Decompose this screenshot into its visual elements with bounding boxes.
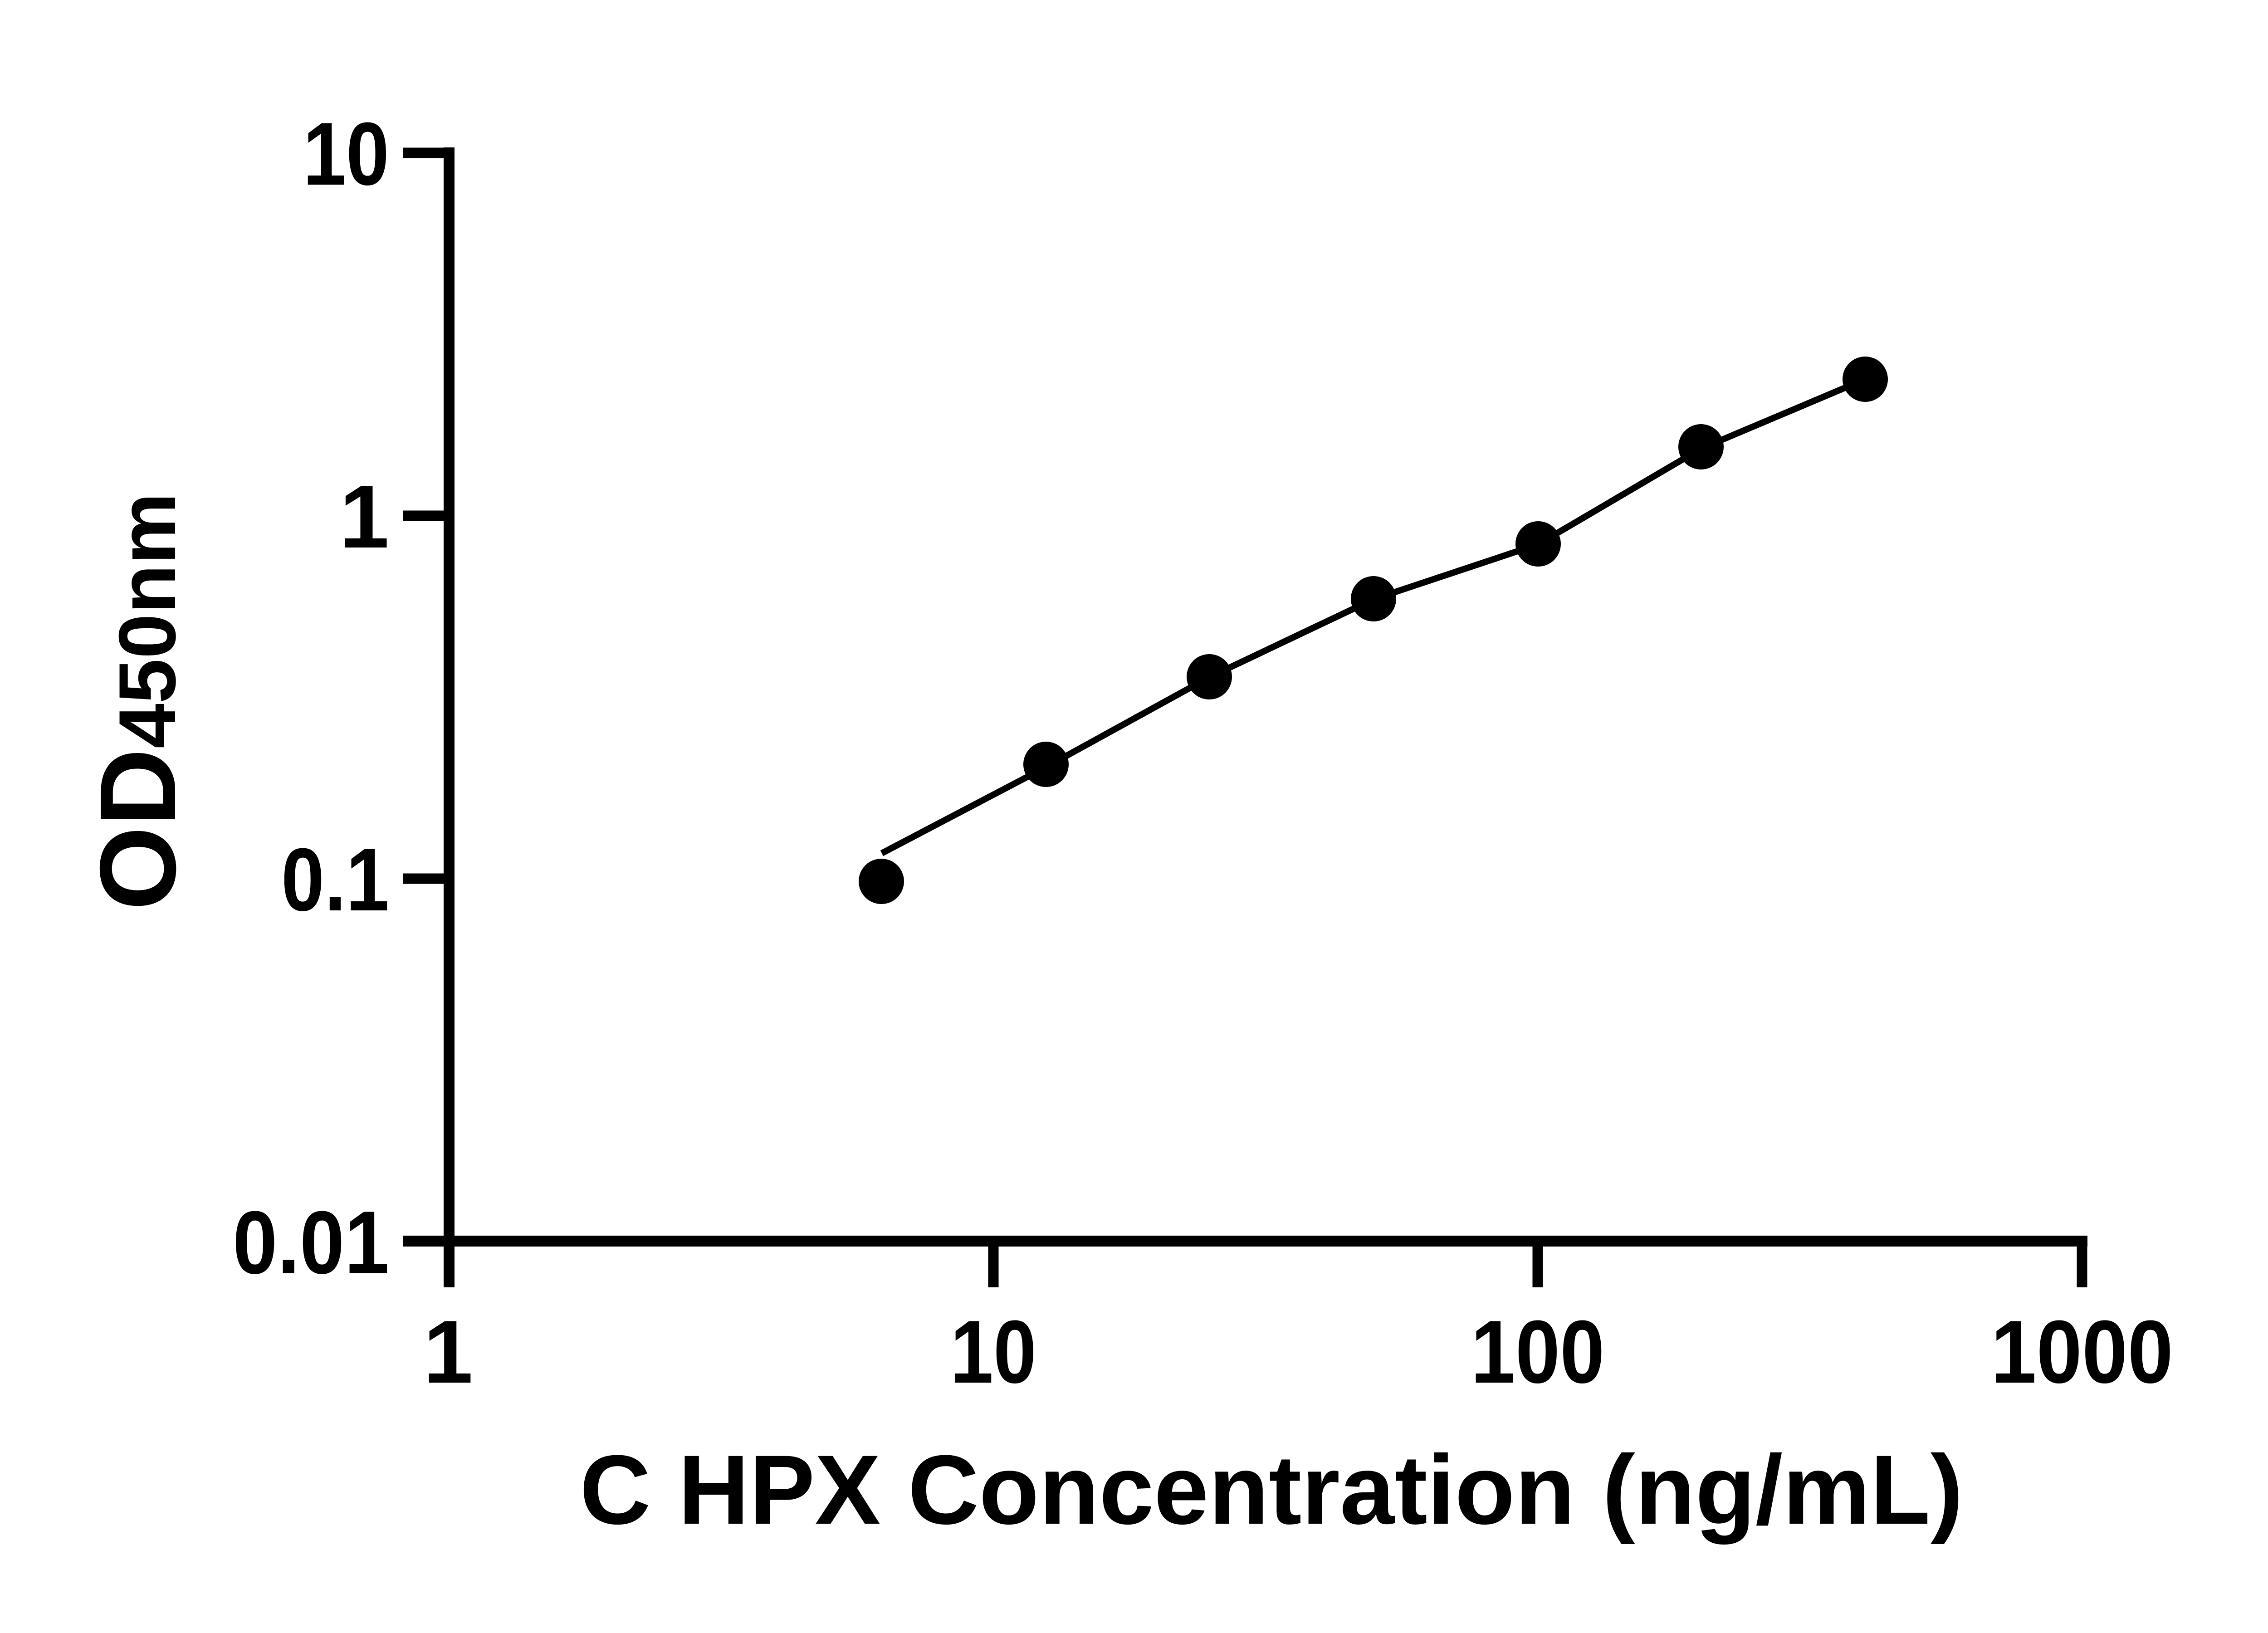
svg-text:0.1: 0.1 <box>281 830 389 929</box>
svg-text:0.01: 0.01 <box>233 1193 389 1292</box>
svg-text:10: 10 <box>950 1302 1036 1402</box>
svg-text:1: 1 <box>423 1302 473 1402</box>
svg-text:1: 1 <box>339 467 389 567</box>
svg-text:100: 100 <box>1471 1302 1605 1402</box>
svg-text:10: 10 <box>303 104 389 204</box>
svg-text:OD450nm: OD450nm <box>78 493 198 910</box>
svg-text:C HPX Concentration (ng/mL): C HPX Concentration (ng/mL) <box>580 1435 1963 1545</box>
svg-text:1000: 1000 <box>1991 1302 2173 1402</box>
